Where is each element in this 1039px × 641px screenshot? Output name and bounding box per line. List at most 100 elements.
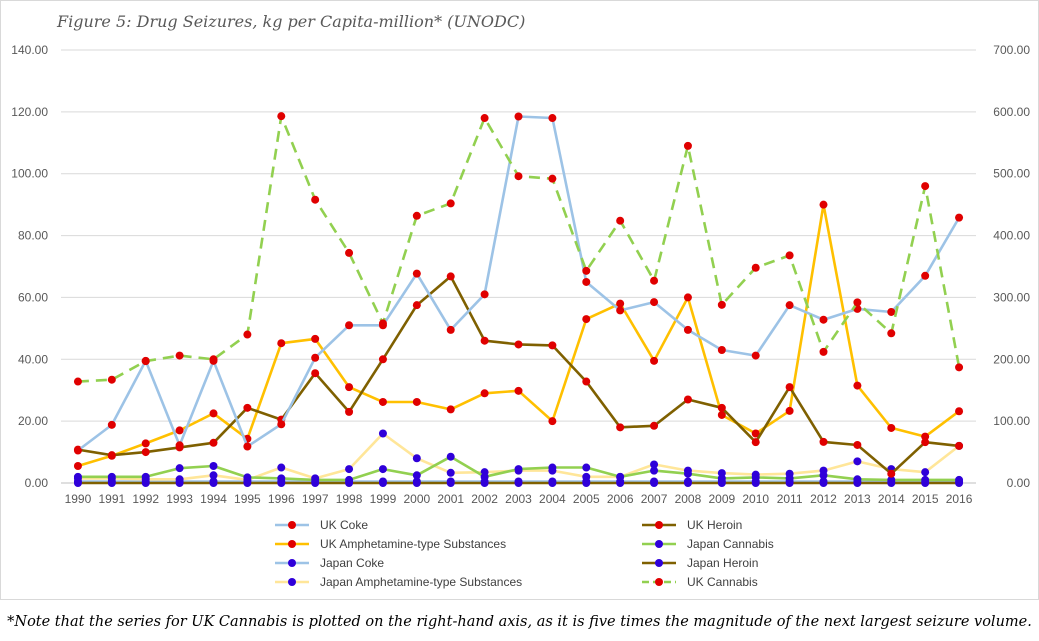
- y-left-tick-label: 80.00: [18, 229, 48, 243]
- data-point: [243, 442, 252, 451]
- data-point: [209, 461, 218, 470]
- data-point: [175, 426, 184, 435]
- data-point: [819, 471, 828, 480]
- x-tick-label: 2011: [777, 492, 803, 506]
- data-point: [480, 336, 489, 345]
- data-point: [955, 441, 964, 450]
- legend-swatch-marker: [288, 559, 296, 567]
- data-point: [616, 216, 625, 225]
- legend-swatch-marker: [655, 540, 663, 548]
- legend-swatch-marker: [288, 521, 296, 529]
- data-point: [412, 211, 421, 220]
- x-tick-label: 2005: [573, 492, 600, 506]
- data-point: [412, 479, 421, 487]
- data-point: [616, 299, 625, 308]
- x-tick-label: 1997: [302, 492, 329, 506]
- data-point: [514, 479, 523, 487]
- data-point: [480, 114, 489, 123]
- y-right-tick-label: 600.00: [993, 105, 1030, 119]
- data-point: [650, 276, 659, 285]
- data-point: [446, 468, 455, 477]
- data-point: [887, 329, 896, 338]
- data-point: [683, 293, 692, 302]
- data-point: [345, 321, 354, 330]
- data-point: [107, 451, 116, 460]
- x-tick-label: 1990: [65, 492, 92, 506]
- data-point: [412, 471, 421, 480]
- y-left-tick-label: 20.00: [18, 414, 48, 428]
- data-point: [921, 432, 930, 441]
- data-point: [243, 403, 252, 412]
- data-point: [548, 479, 557, 487]
- data-point: [209, 438, 218, 447]
- chart-svg: 0.00 20.00 40.00 60.00 80.00 100.00 120.00 140.…: [11, 43, 1031, 589]
- data-point: [412, 301, 421, 310]
- data-point: [175, 475, 184, 484]
- data-point: [345, 248, 354, 257]
- data-point: [446, 479, 455, 487]
- data-point: [209, 471, 218, 480]
- data-point: [853, 475, 862, 484]
- data-point: [955, 475, 964, 484]
- data-point: [73, 446, 82, 455]
- data-point: [175, 441, 184, 450]
- y-right-tick-label: 200.00: [993, 352, 1030, 366]
- y-right-tick-label: 0.00: [1007, 476, 1031, 490]
- data-point: [683, 325, 692, 334]
- data-point: [717, 403, 726, 412]
- data-point: [683, 479, 692, 487]
- data-point: [311, 195, 320, 204]
- data-point: [887, 307, 896, 316]
- y-right-tick-label: 500.00: [993, 167, 1030, 181]
- data-point: [921, 271, 930, 280]
- data-point: [853, 381, 862, 390]
- data-point: [955, 363, 964, 372]
- data-point: [378, 429, 387, 438]
- data-point: [378, 465, 387, 474]
- data-point: [616, 472, 625, 481]
- data-point: [887, 423, 896, 432]
- legend-label: UK Amphetamine-type Substances: [320, 537, 506, 551]
- data-point: [141, 472, 150, 481]
- x-tick-label: 1994: [200, 492, 227, 506]
- data-point: [73, 472, 82, 481]
- x-tick-label: 1996: [268, 492, 295, 506]
- data-point: [277, 463, 286, 472]
- legend-label: Japan Cannabis: [687, 537, 774, 551]
- data-point: [683, 395, 692, 404]
- data-point: [582, 472, 591, 481]
- series-line: [77, 115, 961, 452]
- legend-swatch-marker: [655, 578, 663, 586]
- data-point: [446, 452, 455, 461]
- data-point: [446, 199, 455, 208]
- data-point: [345, 475, 354, 484]
- data-point: [650, 421, 659, 430]
- legend-label: Japan Amphetamine-type Substances: [320, 575, 522, 589]
- data-point: [141, 357, 150, 366]
- data-point: [446, 272, 455, 281]
- x-tick-label: 2015: [912, 492, 939, 506]
- x-tick-label: 1992: [132, 492, 159, 506]
- data-point: [514, 465, 523, 474]
- chart-title: Figure 5: Drug Seizures, kg per Capita-m…: [57, 12, 526, 31]
- data-point: [751, 438, 760, 447]
- data-point: [650, 460, 659, 469]
- data-point: [412, 397, 421, 406]
- data-point: [921, 438, 930, 447]
- data-point: [717, 300, 726, 309]
- y-left-tick-label: 140.00: [11, 43, 48, 57]
- data-point: [751, 429, 760, 438]
- x-tick-label: 2001: [437, 492, 464, 506]
- data-point: [683, 141, 692, 150]
- legend-label: Japan Coke: [320, 556, 384, 570]
- data-point: [582, 266, 591, 275]
- legend-swatch-marker: [288, 540, 296, 548]
- data-point: [819, 315, 828, 324]
- data-point: [548, 174, 557, 183]
- data-point: [277, 420, 286, 429]
- data-point: [345, 465, 354, 474]
- data-point: [717, 410, 726, 419]
- x-tick-label: 2007: [641, 492, 668, 506]
- data-point: [785, 474, 794, 483]
- data-point: [243, 473, 252, 482]
